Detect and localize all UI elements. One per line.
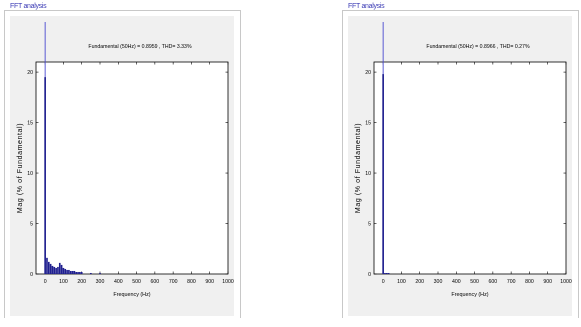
spectrum-bar xyxy=(49,263,52,274)
chart-title: Fundamental (50Hz) = 0.8966 , THD= 0.27% xyxy=(426,44,530,50)
y-tick-label: 10 xyxy=(27,171,33,177)
fft-panel-left: FFT analysis Fundamental (50Hz) = 0.8959… xyxy=(0,0,250,327)
x-tick-label: 500 xyxy=(470,279,479,285)
x-tick-label: 600 xyxy=(151,279,160,285)
fft-chart-right: Fundamental (50Hz) = 0.8966 , THD= 0.27%… xyxy=(348,16,572,316)
y-tick-label: 0 xyxy=(368,272,371,278)
spectrum-bar xyxy=(77,271,79,274)
spectrum-bar xyxy=(68,269,70,274)
x-tick-label: 100 xyxy=(59,279,68,285)
x-tick-label: 500 xyxy=(132,279,141,285)
x-tick-label: 200 xyxy=(77,279,86,285)
spectrum-bar xyxy=(69,270,72,274)
x-tick-label: 300 xyxy=(96,279,105,285)
group-title: FFT analysis xyxy=(9,3,48,10)
x-tick-label: 200 xyxy=(415,279,424,285)
spectrum-bar xyxy=(382,74,384,274)
x-tick-label: 1000 xyxy=(222,279,234,285)
plot-area xyxy=(373,61,567,275)
x-axis-label: Frequency (Hz) xyxy=(113,292,150,298)
spectrum-bar xyxy=(46,257,48,274)
x-tick-label: 400 xyxy=(452,279,461,285)
x-axis-label: Frequency (Hz) xyxy=(451,292,488,298)
x-tick-label: 900 xyxy=(205,279,214,285)
spectrum-bar xyxy=(71,270,74,274)
spectrum-bar xyxy=(80,271,83,274)
y-tick-label: 15 xyxy=(365,121,371,127)
x-tick-label: 900 xyxy=(543,279,552,285)
x-tick-label: 700 xyxy=(169,279,178,285)
y-axis-label: Mag (% of Fundamental) xyxy=(17,123,24,213)
spectrum-bar xyxy=(53,266,56,274)
spectrum-bar xyxy=(64,268,67,274)
x-tick-label: 0 xyxy=(382,279,385,285)
fft-panel-right: FFT analysis Fundamental (50Hz) = 0.8966… xyxy=(338,0,581,327)
group-box-border xyxy=(240,10,241,318)
chart-title: Fundamental (50Hz) = 0.8959 , THD= 3.33% xyxy=(88,44,192,50)
spectrum-bar xyxy=(385,272,388,274)
spectrum-bar xyxy=(51,265,54,274)
x-tick-label: 0 xyxy=(44,279,47,285)
y-tick-label: 20 xyxy=(27,70,33,76)
y-tick-label: 0 xyxy=(30,272,33,278)
x-tick-label: 800 xyxy=(187,279,196,285)
x-tick-label: 700 xyxy=(507,279,516,285)
spectrum-bar xyxy=(57,266,59,274)
spectrum-bar xyxy=(44,77,46,275)
spectrum-bar xyxy=(60,264,63,274)
plot-area xyxy=(35,61,229,275)
y-tick-label: 5 xyxy=(30,222,33,228)
spectrum-bar xyxy=(90,272,92,274)
y-tick-label: 10 xyxy=(365,171,371,177)
spectrum-bar xyxy=(75,271,78,274)
spectrum-bar xyxy=(58,262,61,274)
spectrum-bar xyxy=(73,270,76,274)
spectrum-bar xyxy=(79,271,81,274)
fft-chart-left: Fundamental (50Hz) = 0.8959 , THD= 3.33%… xyxy=(10,16,234,316)
y-axis-label: Mag (% of Fundamental) xyxy=(355,123,362,213)
spectrum-bar xyxy=(55,267,57,274)
x-tick-label: 800 xyxy=(525,279,534,285)
group-box-border xyxy=(4,10,240,11)
x-tick-label: 300 xyxy=(434,279,443,285)
spectrum-bar xyxy=(47,261,50,274)
spectrum-bar xyxy=(384,272,386,274)
x-tick-label: 600 xyxy=(489,279,498,285)
spectrum-bar xyxy=(99,272,101,274)
spectrum-bar xyxy=(66,269,68,274)
group-box-border xyxy=(342,10,343,318)
x-tick-label: 100 xyxy=(397,279,406,285)
y-tick-label: 15 xyxy=(27,121,33,127)
y-tick-label: 20 xyxy=(365,70,371,76)
spectrum-bar xyxy=(62,267,65,274)
group-box-border xyxy=(342,10,578,11)
spectrum-bar xyxy=(387,272,390,274)
x-tick-label: 400 xyxy=(114,279,123,285)
group-box-border xyxy=(4,10,5,318)
group-box-border xyxy=(578,10,579,318)
group-title: FFT analysis xyxy=(347,3,386,10)
y-tick-label: 5 xyxy=(368,222,371,228)
x-tick-label: 1000 xyxy=(560,279,572,285)
